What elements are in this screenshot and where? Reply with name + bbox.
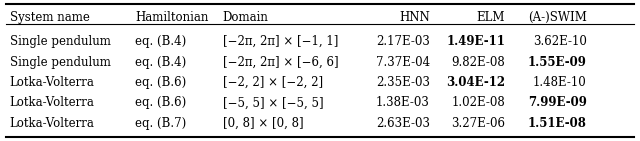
Text: Single pendulum: Single pendulum <box>10 56 111 69</box>
Text: 7.37E-04: 7.37E-04 <box>376 56 430 69</box>
Text: 2.17E-03: 2.17E-03 <box>376 35 430 48</box>
Text: System name: System name <box>10 11 90 24</box>
Text: Hamiltonian: Hamiltonian <box>135 11 209 24</box>
Text: 1.55E-09: 1.55E-09 <box>528 56 587 69</box>
Text: 1.38E-03: 1.38E-03 <box>376 96 430 109</box>
Text: 1.02E-08: 1.02E-08 <box>451 96 505 109</box>
Text: eq. (B.4): eq. (B.4) <box>135 56 186 69</box>
Text: (A-)SWIM: (A-)SWIM <box>528 11 587 24</box>
Text: 1.48E-10: 1.48E-10 <box>533 76 587 89</box>
Text: [−2π, 2π] × [−6, 6]: [−2π, 2π] × [−6, 6] <box>223 56 339 69</box>
Text: Single pendulum: Single pendulum <box>10 35 111 48</box>
Text: 1.51E-08: 1.51E-08 <box>528 117 587 130</box>
Text: Lotka-Volterra: Lotka-Volterra <box>10 117 95 130</box>
Text: 3.04E-12: 3.04E-12 <box>446 76 505 89</box>
Text: Lotka-Volterra: Lotka-Volterra <box>10 76 95 89</box>
Text: 7.99E-09: 7.99E-09 <box>528 96 587 109</box>
Text: 2.63E-03: 2.63E-03 <box>376 117 430 130</box>
Text: eq. (B.7): eq. (B.7) <box>135 117 186 130</box>
Text: HNN: HNN <box>399 11 430 24</box>
Text: 3.27E-06: 3.27E-06 <box>451 117 505 130</box>
Text: eq. (B.6): eq. (B.6) <box>135 76 186 89</box>
Text: Lotka-Volterra: Lotka-Volterra <box>10 96 95 109</box>
Text: [0, 8] × [0, 8]: [0, 8] × [0, 8] <box>223 117 303 130</box>
Text: 3.62E-10: 3.62E-10 <box>532 35 587 48</box>
Text: [−2, 2] × [−2, 2]: [−2, 2] × [−2, 2] <box>223 76 323 89</box>
Text: 9.82E-08: 9.82E-08 <box>451 56 505 69</box>
Text: [−2π, 2π] × [−1, 1]: [−2π, 2π] × [−1, 1] <box>223 35 338 48</box>
Text: eq. (B.6): eq. (B.6) <box>135 96 186 109</box>
Text: ELM: ELM <box>477 11 505 24</box>
Text: [−5, 5] × [−5, 5]: [−5, 5] × [−5, 5] <box>223 96 323 109</box>
Text: 2.35E-03: 2.35E-03 <box>376 76 430 89</box>
Text: Domain: Domain <box>223 11 269 24</box>
Text: 1.49E-11: 1.49E-11 <box>446 35 505 48</box>
Text: eq. (B.4): eq. (B.4) <box>135 35 186 48</box>
